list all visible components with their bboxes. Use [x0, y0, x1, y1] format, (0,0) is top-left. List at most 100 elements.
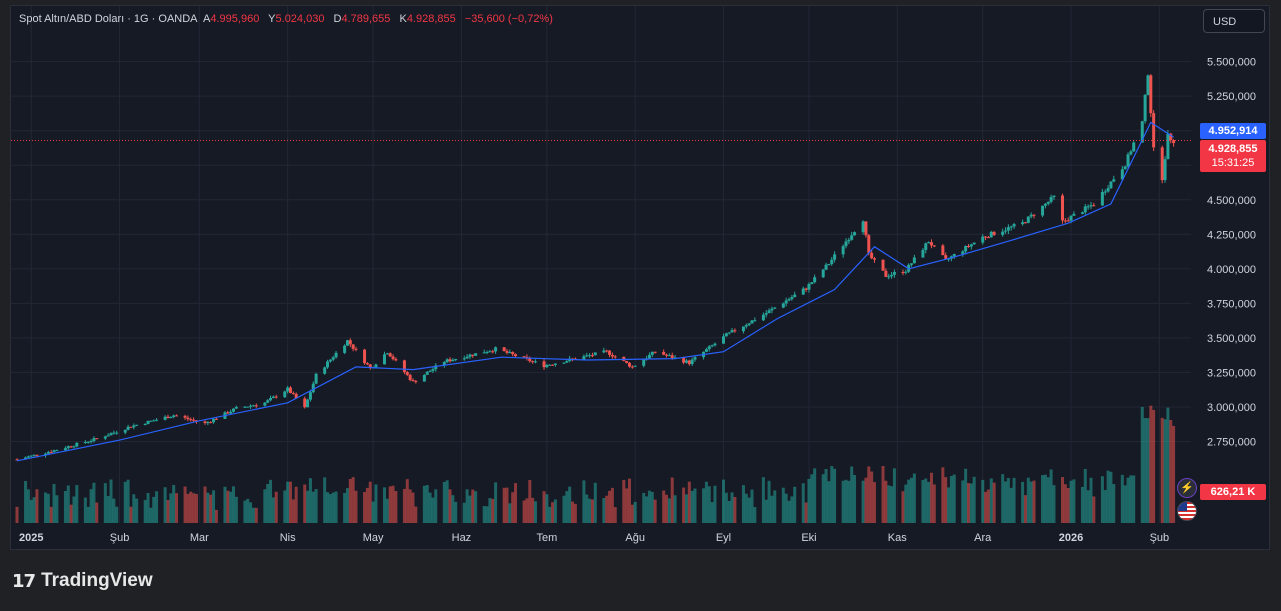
candle-body	[189, 419, 193, 421]
x-tick-label: Ağu	[625, 532, 645, 544]
candle-body	[944, 255, 948, 259]
candle-body	[1021, 222, 1025, 225]
candle-body	[92, 438, 96, 441]
lightning-icon[interactable]: ⚡	[1177, 478, 1197, 498]
candle-body	[405, 372, 409, 375]
price-chart[interactable]: 5.500,0005.250,0005.000,0004.750,0004.50…	[11, 6, 1269, 549]
candle-body	[707, 346, 711, 350]
volume-bar	[263, 489, 267, 523]
volume-bar	[790, 496, 794, 523]
candle-body	[761, 314, 765, 321]
volume-bar	[163, 487, 167, 523]
volume-bar	[251, 507, 255, 523]
volume-bar	[1086, 490, 1090, 523]
volume-bar	[514, 483, 518, 523]
candle-body	[69, 446, 73, 448]
candle-body	[115, 432, 119, 434]
last-price-tag: 4.928,855 15:31:25	[1200, 140, 1266, 172]
volume-bar	[1140, 406, 1144, 523]
volume-bar	[1006, 477, 1010, 523]
volume-bar	[1106, 470, 1110, 523]
volume-bar	[861, 480, 865, 523]
candle-body	[528, 358, 532, 362]
candle-body	[1149, 75, 1153, 114]
volume-bar	[1021, 481, 1025, 523]
candle-body	[186, 417, 190, 420]
volume-bar	[630, 504, 634, 523]
x-tick-label: Mar	[190, 532, 209, 544]
candle-body	[565, 361, 569, 363]
candle-body	[1092, 205, 1096, 207]
volume-bar	[781, 487, 785, 523]
candle-body	[1061, 195, 1065, 221]
volume-bar	[505, 487, 509, 523]
volume-bar	[1026, 477, 1030, 523]
volume-bar	[1100, 476, 1104, 523]
volume-bar	[291, 499, 295, 523]
volume-bar	[371, 501, 375, 523]
volume-bar	[72, 496, 76, 523]
volume-bar	[613, 507, 617, 523]
volume-bar	[49, 506, 53, 523]
candle-body	[647, 354, 651, 359]
volume-bar	[306, 490, 310, 523]
candle-body	[334, 352, 338, 358]
candle-body	[514, 354, 518, 357]
x-tick-label: Tem	[536, 532, 557, 544]
volume-bar	[294, 486, 298, 523]
candle-body	[508, 352, 512, 354]
countdown-value: 15:31:25	[1211, 157, 1255, 169]
volume-bar	[26, 489, 30, 523]
volume-bar	[684, 494, 688, 523]
y-tick-label: 3.000,000	[1207, 402, 1256, 414]
volume-bar	[713, 485, 717, 523]
candle-body	[32, 454, 36, 456]
volume-bar	[650, 491, 654, 523]
candle-body	[368, 364, 372, 368]
candle-body	[1066, 220, 1070, 222]
volume-bar	[129, 506, 133, 523]
candle-body	[1026, 216, 1030, 223]
candle-body	[511, 352, 515, 355]
candle-body	[408, 374, 412, 381]
volume-bar	[1063, 484, 1067, 523]
candle-body	[288, 387, 292, 393]
y-tick-label: 5.250,000	[1207, 91, 1256, 103]
candle-body	[1001, 231, 1005, 235]
y-tick-label: 3.500,000	[1207, 333, 1256, 345]
tradingview-logo[interactable]: 𝟭𝟳 TradingView	[12, 570, 153, 592]
candle-body	[947, 258, 951, 260]
x-tick-label: Nis	[280, 532, 296, 544]
volume-bar	[234, 496, 238, 523]
us-flag-icon[interactable]	[1177, 501, 1197, 521]
volume-bar	[271, 497, 275, 523]
currency-button[interactable]: USD	[1203, 9, 1265, 33]
volume-bar	[1061, 477, 1065, 523]
volume-bar	[494, 482, 498, 523]
volume-bar	[189, 491, 193, 523]
volume-bar	[414, 506, 418, 523]
volume-bar	[981, 479, 985, 523]
chart-panel[interactable]: 5.500,0005.250,0005.000,0004.750,0004.50…	[10, 5, 1270, 550]
volume-bar	[175, 493, 179, 523]
volume-bar	[209, 494, 213, 523]
volume-bar	[1126, 477, 1130, 523]
candle-body	[266, 400, 270, 403]
candle-body	[471, 354, 475, 356]
volume-bar	[1109, 471, 1113, 523]
candle-body	[787, 299, 791, 301]
volume-bar	[964, 468, 968, 523]
volume-bar	[169, 493, 173, 523]
volume-bar	[488, 498, 492, 523]
volume-bar	[864, 477, 868, 523]
candle-body	[183, 415, 187, 418]
candle-body	[1112, 179, 1116, 182]
volume-bar	[1043, 474, 1047, 523]
volume-bar	[86, 506, 90, 523]
volume-bar	[642, 492, 646, 523]
volume-bar	[693, 488, 697, 523]
candle-body	[881, 259, 885, 271]
change-value: −35,600 (−0,72%)	[464, 13, 553, 25]
candle-body	[582, 356, 586, 360]
candle-body	[345, 340, 349, 346]
